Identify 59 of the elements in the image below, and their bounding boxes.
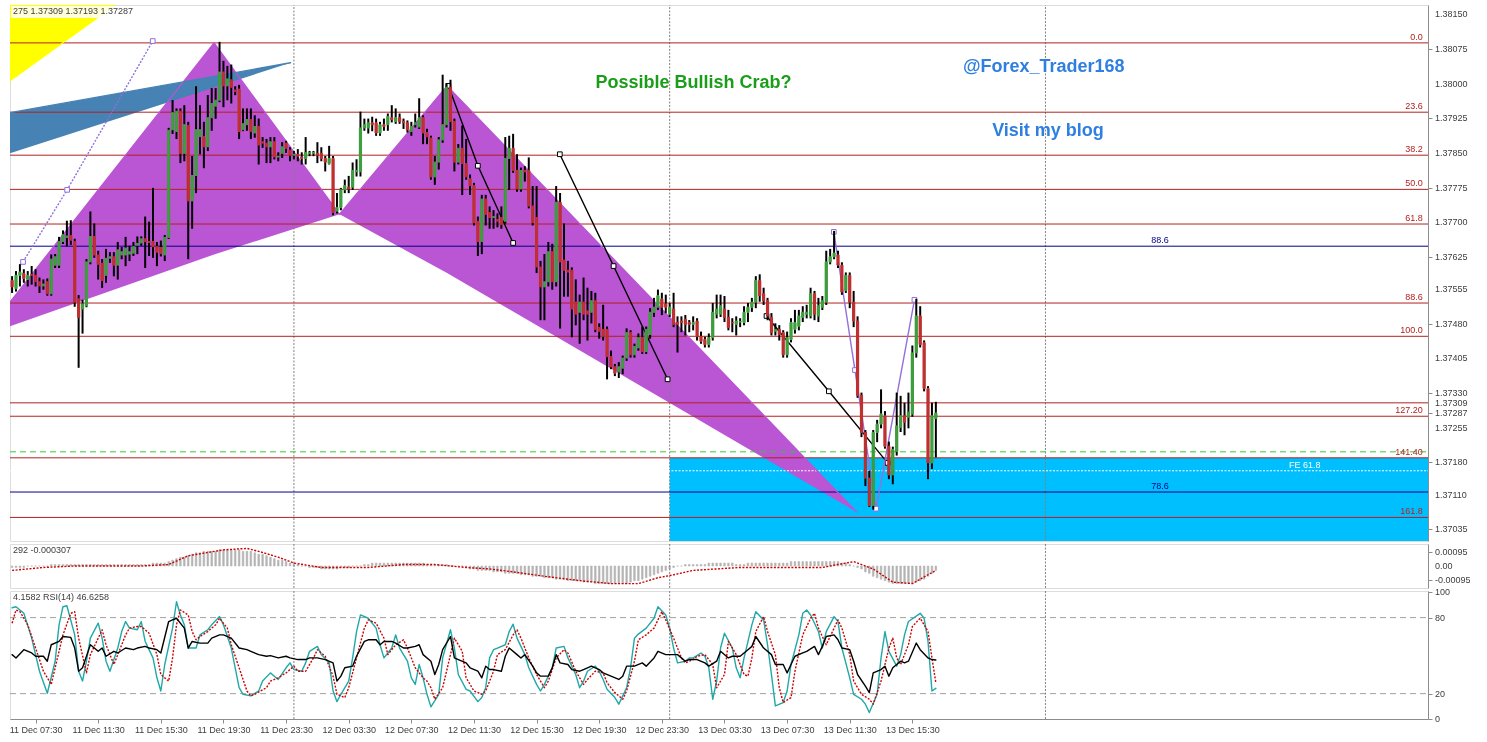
x-tick-label: 12 Dec 23:30 [635,724,690,735]
y-tick-label: 1.38075 [1435,43,1468,54]
annotation: 50.0 [1405,178,1423,189]
x-tick-label: 13 Dec 11:30 [823,724,877,735]
y-tick-label: 1.37180 [1435,457,1468,468]
x-tick-label: 12 Dec 03:30 [322,724,376,735]
y-tick-label: 1.37330 [1435,388,1468,399]
y-tick-label: 1.38150 [1435,9,1468,20]
x-tick-label: 12 Dec 19:30 [572,724,627,735]
annotation: 275 1.37309 1.37193 1.37287 [13,6,134,16]
x-tick-label: 12 Dec 07:30 [385,724,439,735]
x-tick-label: 13 Dec 15:30 [886,724,940,735]
x-tick-label: 11 Dec 07:30 [9,724,63,735]
y-tick-label: 1.37850 [1435,147,1468,158]
y-tick-label: 1.37309 [1435,397,1468,408]
annotation: 292 -0.000307 [13,545,72,555]
y-tick-label: 0 [1435,714,1441,724]
x-tick-label: 13 Dec 07:30 [760,724,815,735]
y-tick-label: 1.37555 [1435,284,1468,295]
annotation: FE 61.8 [1289,459,1321,470]
x-tick-label: 12 Dec 15:30 [510,724,564,735]
annotation: 100.0 [1400,325,1423,336]
y-tick-label: 0.00095 [1435,547,1468,558]
annotation: 141.40 [1395,446,1423,457]
x-tick-label: 11 Dec 23:30 [260,724,314,735]
annotation: 61.8 [1405,213,1423,224]
y-tick-label: 1.37110 [1435,489,1467,500]
x-tick-label: 11 Dec 15:30 [134,724,188,735]
y-tick-label: 1.37287 [1435,408,1468,419]
annotation: 88.6 [1405,292,1423,303]
y-tick-label: 20 [1435,688,1446,699]
y-tick-label: 1.37255 [1435,422,1468,433]
x-tick-label: 13 Dec 03:30 [698,724,752,735]
annotation: Visit my blog [992,120,1104,140]
y-tick-label: 1.38000 [1435,78,1468,89]
annotation: 161.8 [1400,506,1423,517]
y-tick-label: 1.37405 [1435,353,1468,364]
y-tick-label: 1.37625 [1435,251,1468,262]
annotation: 38.2 [1405,144,1423,155]
y-tick-label: 100 [1435,587,1451,598]
y-tick-label: 1.37035 [1435,524,1468,535]
annotation: @Forex_Trader168 [962,56,1125,76]
annotation: Possible Bullish Crab? [595,72,792,92]
y-tick-label: 1.37700 [1435,217,1468,228]
y-tick-label: 1.37775 [1435,182,1468,193]
x-tick-label: 12 Dec 11:30 [448,724,501,735]
y-tick-label: 1.37925 [1435,113,1468,124]
y-tick-label: 80 [1435,612,1446,623]
x-tick-label: 11 Dec 19:30 [197,724,251,735]
y-tick-label: 0.00 [1435,561,1453,571]
annotation: 0.0 [1410,31,1423,42]
annotation: 4.1582 RSI(14) 46.6258 [13,592,110,602]
annotation: 23.6 [1405,101,1423,112]
y-tick-label: 1.37480 [1435,318,1468,329]
x-tick-label: 11 Dec 11:30 [72,724,125,735]
y-tick-label: -0.00095 [1435,574,1471,585]
annotation: 88.6 [1151,235,1169,246]
annotation: 78.6 [1151,481,1169,492]
annotation: 127.20 [1395,405,1423,416]
